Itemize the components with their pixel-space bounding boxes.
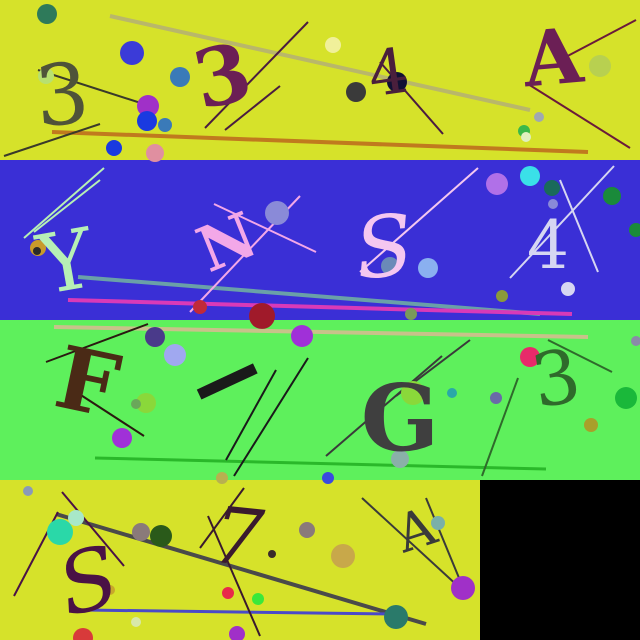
row-3-noise (45, 323, 640, 484)
empty-black-tile (480, 480, 640, 640)
row-2-band (0, 160, 640, 320)
row-2-noise (23, 165, 640, 329)
glyph-r1-1: 3 (31, 44, 93, 146)
glyph-r3-2-dash (196, 363, 258, 400)
glyph-r4-2: 7 (208, 491, 267, 586)
row-1-noise (3, 4, 637, 162)
glyph-r2-3: S (350, 195, 417, 298)
glyph-r1-4: A (519, 11, 588, 105)
glyph-r2-4: 4 (527, 207, 569, 284)
glyph-r3-3: G (361, 364, 440, 472)
row-4-noise (13, 486, 475, 640)
row-3-band (0, 320, 640, 480)
